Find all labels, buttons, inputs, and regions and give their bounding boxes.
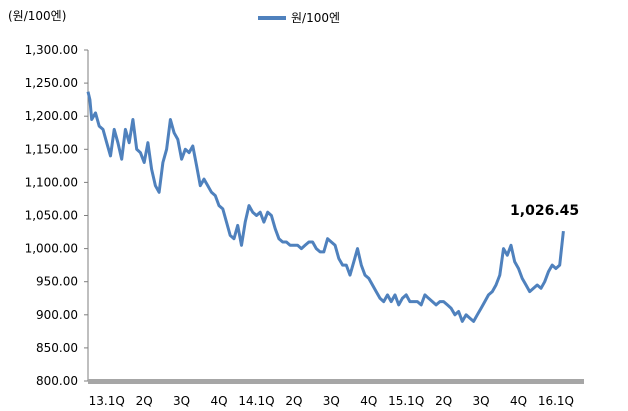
x-tick-label: 2Q: [285, 394, 302, 408]
x-tick-label: 4Q: [510, 394, 527, 408]
x-tick-label: 2Q: [435, 394, 452, 408]
legend-label: 원/100엔: [291, 11, 340, 25]
y-tick-label: 1,250.00: [25, 76, 78, 90]
y-tick-label: 950.00: [36, 275, 78, 289]
y-tick-label: 1,300.00: [25, 43, 78, 57]
plot-area: [86, 91, 565, 323]
x-tick-label: 3Q: [323, 394, 340, 408]
x-axis-line: [88, 379, 584, 384]
x-tick-label: 14.1Q: [238, 394, 274, 408]
x-tick-label: 2Q: [136, 394, 153, 408]
x-tick-label: 16.1Q: [538, 394, 574, 408]
last-value-label: 1,026.45: [510, 203, 579, 219]
legend: 원/100엔: [258, 11, 340, 25]
x-tick-label: 15.1Q: [388, 394, 424, 408]
y-tick-label: 1,150.00: [25, 142, 78, 156]
y-tick-label: 850.00: [36, 341, 78, 355]
x-tick-label: 3Q: [173, 394, 190, 408]
y-tick-label: 1,200.00: [25, 109, 78, 123]
y-tick-label: 1,050.00: [25, 209, 78, 223]
x-tick-label: 13.1Q: [89, 394, 125, 408]
x-axis: 13.1Q 2Q 3Q 4Q 14.1Q 2Q 3Q 4Q 15.1Q 2Q 3Q 4Q 16.1Q: [88, 379, 584, 408]
y-tick-label: 800.00: [36, 374, 78, 388]
series-line: [86, 91, 565, 323]
y-tick-label: 1,100.00: [25, 175, 78, 189]
y-unit-label: (원/100엔): [8, 9, 66, 23]
x-tick-label: 4Q: [210, 394, 227, 408]
y-tick-label: 1,000.00: [25, 242, 78, 256]
x-tick-label: 4Q: [360, 394, 377, 408]
y-tick-label: 900.00: [36, 308, 78, 322]
y-axis: 1,300.00 1,250.00 1,200.00 1,150.00 1,100.00…: [25, 43, 89, 388]
x-tick-label: 3Q: [473, 394, 490, 408]
